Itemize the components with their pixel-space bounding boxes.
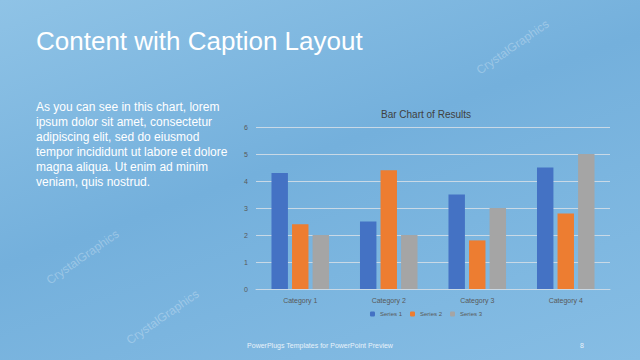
html-text:Content with Caption Layout: Content with Caption Layout <box>36 26 363 56</box>
svg-text:4: 4 <box>244 178 248 185</box>
html-text:CrystalGraphics: CrystalGraphics <box>43 226 122 288</box>
html-text:8: 8 <box>580 342 584 349</box>
svg-text:Series 3: Series 3 <box>460 311 483 317</box>
svg-text:6: 6 <box>244 124 248 131</box>
svg-text:5: 5 <box>244 151 248 158</box>
svg-text:1: 1 <box>244 259 248 266</box>
svg-text:Category 4: Category 4 <box>549 297 583 305</box>
html-text:As you can see in this chart,: As you can see in this chart, lorem ipsu… <box>36 100 228 189</box>
svg-text:Series 1: Series 1 <box>380 311 403 317</box>
svg-text:Category 1: Category 1 <box>283 297 317 305</box>
html-text:CrystalGraphics: CrystalGraphics <box>123 286 202 348</box>
svg-text:Category 2: Category 2 <box>372 297 406 305</box>
svg-text:Category 3: Category 3 <box>460 297 494 305</box>
svg-text:2: 2 <box>244 232 248 239</box>
svg-text:Series 2: Series 2 <box>420 311 443 317</box>
svg-text:3: 3 <box>244 205 248 212</box>
html-text:PowerPlugs Templates for Power: PowerPlugs Templates for PowerPoint Prev… <box>247 342 393 349</box>
html-text:CrystalGraphics: CrystalGraphics <box>473 16 552 78</box>
svg-text:0: 0 <box>244 286 248 293</box>
svg-text:Bar Chart of Results: Bar Chart of Results <box>381 109 471 120</box>
